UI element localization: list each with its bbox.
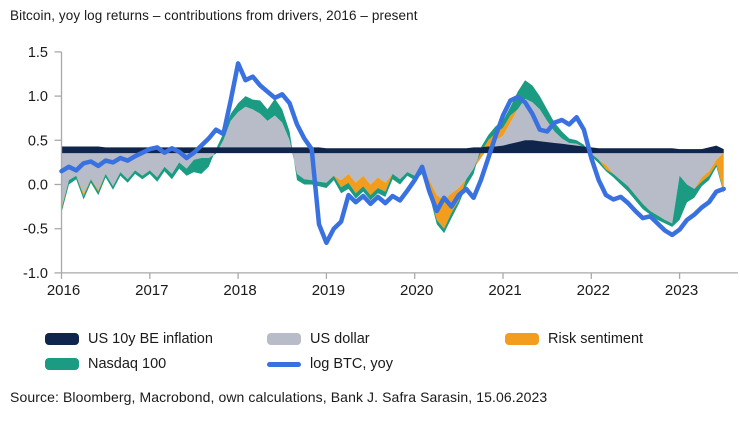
x-tick-label: 2021	[488, 282, 521, 299]
legend-label: US 10y BE inflation	[88, 331, 213, 347]
chart-title: Bitcoin, yoy log returns – contributions…	[10, 8, 418, 23]
x-tick-label: 2022	[577, 282, 610, 299]
legend-item-us10y-be-inflation: US 10y BE inflation	[45, 331, 213, 347]
y-tick-label: -0.5	[23, 222, 48, 238]
y-tick-label: 1.0	[28, 89, 48, 105]
us10y-be-inflation-swatch-icon	[45, 333, 79, 345]
legend-item-us-dollar: US dollar	[267, 331, 370, 347]
legend-label: Nasdaq 100	[88, 356, 167, 372]
source-attribution: Source: Bloomberg, Macrobond, own calcul…	[10, 389, 548, 405]
legend-label: Risk sentiment	[548, 331, 644, 347]
legend-item-nasdaq-100: Nasdaq 100	[45, 356, 166, 372]
log-btc-yoy-line	[59, 61, 726, 246]
x-tick-label: 2023	[665, 282, 698, 299]
x-tick-label: 2018	[223, 282, 256, 299]
y-tick-label: 0.0	[28, 178, 48, 194]
nasdaq-100-swatch-icon	[45, 358, 79, 370]
y-tick-label: -1.0	[23, 266, 48, 282]
x-tick-label: 2020	[400, 282, 433, 299]
us-dollar-swatch-icon	[267, 333, 301, 345]
legend-item-risk-sentiment: Risk sentiment	[505, 331, 643, 347]
nasdaq-contribution-area	[61, 80, 724, 234]
legend-label: US dollar	[310, 331, 370, 347]
legend-item-log-btc-yoy: log BTC, yoy	[267, 356, 393, 372]
x-tick-label: 2017	[135, 282, 168, 299]
x-tick-label: 2019	[312, 282, 345, 299]
risk-sentiment-swatch-icon	[505, 333, 539, 345]
log-btc-line-swatch-icon	[267, 361, 301, 367]
y-tick-label: 1.5	[28, 45, 48, 61]
be-inflation-contribution-area	[61, 140, 724, 154]
x-tick-label: 2016	[47, 282, 80, 299]
legend-label: log BTC, yoy	[310, 356, 393, 372]
usd-contribution-area	[61, 98, 724, 224]
y-tick-label: 0.5	[28, 133, 48, 149]
